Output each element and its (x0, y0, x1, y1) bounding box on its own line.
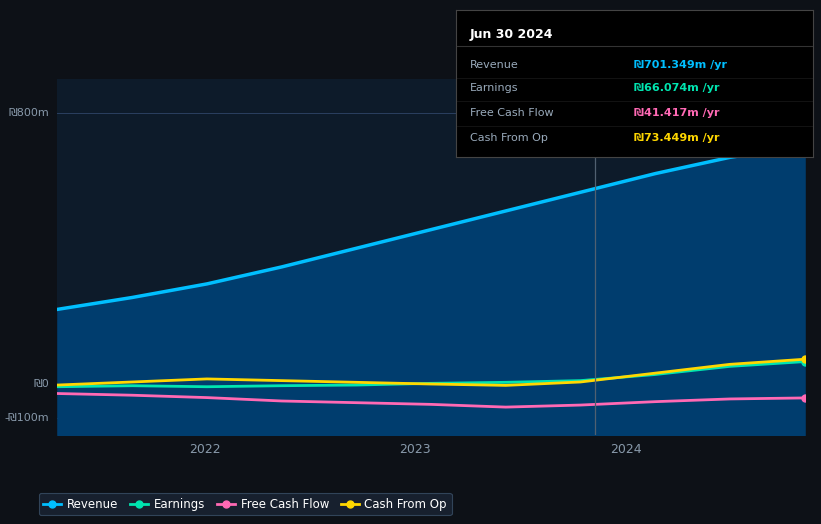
Text: -₪100m: -₪100m (4, 413, 49, 423)
Text: ₪800m: ₪800m (8, 107, 49, 117)
Text: ₪0: ₪0 (34, 379, 49, 389)
Text: ₪66.074m /yr: ₪66.074m /yr (635, 83, 720, 93)
Text: Free Cash Flow: Free Cash Flow (470, 108, 553, 118)
Text: Earnings: Earnings (470, 83, 518, 93)
Text: ₪701.349m /yr: ₪701.349m /yr (635, 60, 727, 70)
Text: Revenue: Revenue (470, 60, 519, 70)
Text: Jun 30 2024: Jun 30 2024 (470, 28, 553, 41)
Text: ₪41.417m /yr: ₪41.417m /yr (635, 108, 720, 118)
Text: ₪73.449m /yr: ₪73.449m /yr (635, 133, 720, 143)
Text: Past: Past (602, 99, 626, 112)
Text: Cash From Op: Cash From Op (470, 133, 548, 143)
Legend: Revenue, Earnings, Free Cash Flow, Cash From Op: Revenue, Earnings, Free Cash Flow, Cash … (39, 493, 452, 516)
